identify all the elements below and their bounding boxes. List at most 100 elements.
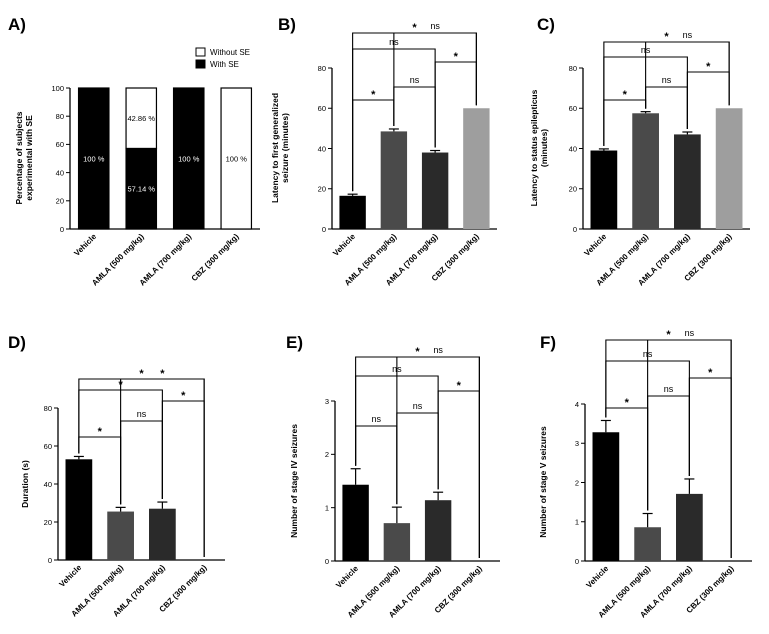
bar <box>463 108 490 229</box>
significance-label: * <box>623 89 628 101</box>
panel-label: C) <box>537 15 555 34</box>
bar-with-se <box>77 87 110 230</box>
data-label: 100 % <box>83 155 105 164</box>
bar <box>674 134 701 229</box>
bar <box>383 523 411 561</box>
y-tick-label: 80 <box>318 64 326 73</box>
y-tick-label: 1 <box>575 518 579 527</box>
significance-label: * <box>181 390 186 402</box>
bar <box>424 500 452 561</box>
x-category-label: Vehicle <box>584 564 610 590</box>
chart-panel-c: C) 0 20 40 60 80 Latency to status epilepticus… <box>529 15 750 288</box>
y-tick-label: 40 <box>44 480 52 489</box>
bar-with-se <box>172 87 205 230</box>
significance-bracket <box>647 395 690 511</box>
significance-bracket <box>396 412 439 505</box>
bar-without-se <box>220 87 253 230</box>
bar <box>676 493 703 561</box>
y-tick-label: 0 <box>60 225 64 234</box>
y-axis-label: Number of stage IV seizures <box>289 424 299 538</box>
significance-label: ns <box>371 414 381 424</box>
significance-label: * <box>666 329 671 341</box>
y-tick-label: 3 <box>325 397 329 406</box>
y-tick-label: 4 <box>575 400 579 409</box>
chart-panel-e: E) 0 1 2 3 Number of stage IV seizures Vehicle… <box>286 333 500 620</box>
y-tick-label: 3 <box>575 439 579 448</box>
y-tick-label: 60 <box>56 140 64 149</box>
bar <box>590 150 618 229</box>
y-axis-label-line: Latency to first generalized <box>270 93 280 203</box>
significance-label: ns <box>413 401 423 411</box>
bar <box>380 131 408 229</box>
bar <box>421 152 449 229</box>
significance-label: ns <box>662 75 672 85</box>
bar <box>342 484 369 561</box>
y-tick-label: 0 <box>573 225 577 234</box>
y-tick-label: 100 <box>51 84 64 93</box>
chart-panel-a: A) 0 20 40 60 80 100 Percentage of subjectsexpe… <box>8 15 260 288</box>
y-tick-label: 20 <box>56 197 64 206</box>
y-tick-label: 60 <box>44 442 52 451</box>
bar <box>149 508 176 560</box>
significance-label: * <box>706 61 711 73</box>
significance-label: * <box>625 397 630 409</box>
significance-label: ns <box>685 328 695 338</box>
y-tick-label: 2 <box>575 478 579 487</box>
y-tick-label: 0 <box>48 556 52 565</box>
data-label: 42.86 % <box>127 114 155 123</box>
y-tick-label: 40 <box>56 168 64 177</box>
significance-label: * <box>98 426 103 438</box>
x-category-label: Vehicle <box>331 232 357 258</box>
y-tick-label: 20 <box>569 185 577 194</box>
y-tick-label: 0 <box>325 557 329 566</box>
significance-label: * <box>457 380 462 392</box>
x-category-label: Vehicle <box>72 232 98 258</box>
y-tick-label: 80 <box>44 404 52 413</box>
significance-bracket <box>355 356 480 558</box>
x-category-label: CBZ (300 mg/kg) <box>190 232 241 283</box>
significance-label: ns <box>433 345 443 355</box>
y-axis-label: Latency to first generalizedseizure (min… <box>270 93 290 203</box>
significance-label: * <box>139 368 144 380</box>
y-tick-label: 60 <box>569 104 577 113</box>
significance-bracket <box>352 32 477 192</box>
y-tick-label: 1 <box>325 503 329 512</box>
significance-label: ns <box>683 30 693 40</box>
panel-label: A) <box>8 15 26 34</box>
bar-with-se <box>125 147 158 230</box>
y-axis-label: Latency to status epilepticus(minutes) <box>529 89 549 206</box>
chart-panel-b: B) 0 20 40 60 80 Latency to first generalizeds… <box>270 15 497 288</box>
y-axis-label: Number of stage V seizures <box>538 426 548 538</box>
y-axis-label-line: Percentage of subjects <box>14 111 24 204</box>
x-category-label: Vehicle <box>582 232 608 258</box>
y-axis-label: Percentage of subjectsexperimental with … <box>14 111 34 204</box>
panel-label: E) <box>286 333 303 352</box>
significance-label: ns <box>664 384 674 394</box>
bar-without-se <box>125 87 158 150</box>
significance-bracket <box>603 41 730 146</box>
y-axis-label-line: seizure (minutes) <box>280 113 290 183</box>
legend-swatch <box>195 47 206 57</box>
y-axis-label-line: experimental with SE <box>24 115 34 201</box>
y-axis-label: Duration (s) <box>20 460 30 508</box>
x-category-label: AMLA (500 mg/kg) <box>90 232 146 288</box>
y-tick-label: 40 <box>569 144 577 153</box>
y-tick-label: 60 <box>318 104 326 113</box>
legend-label: Without SE <box>210 48 250 57</box>
panel-label: D) <box>8 333 26 352</box>
data-label: 100 % <box>226 155 248 164</box>
significance-label: * <box>415 346 420 358</box>
x-category-label: AMLA (700 mg/kg) <box>138 232 194 288</box>
y-tick-label: 20 <box>318 185 326 194</box>
bar <box>339 195 366 229</box>
y-tick-label: 0 <box>575 557 579 566</box>
legend-swatch <box>195 59 206 69</box>
y-tick-label: 80 <box>569 64 577 73</box>
significance-label: ns <box>430 21 440 31</box>
bar <box>592 432 620 561</box>
significance-label: * <box>708 367 713 379</box>
y-tick-label: 40 <box>318 144 326 153</box>
significance-label: ns <box>137 409 147 419</box>
panel-label: F) <box>540 333 556 352</box>
